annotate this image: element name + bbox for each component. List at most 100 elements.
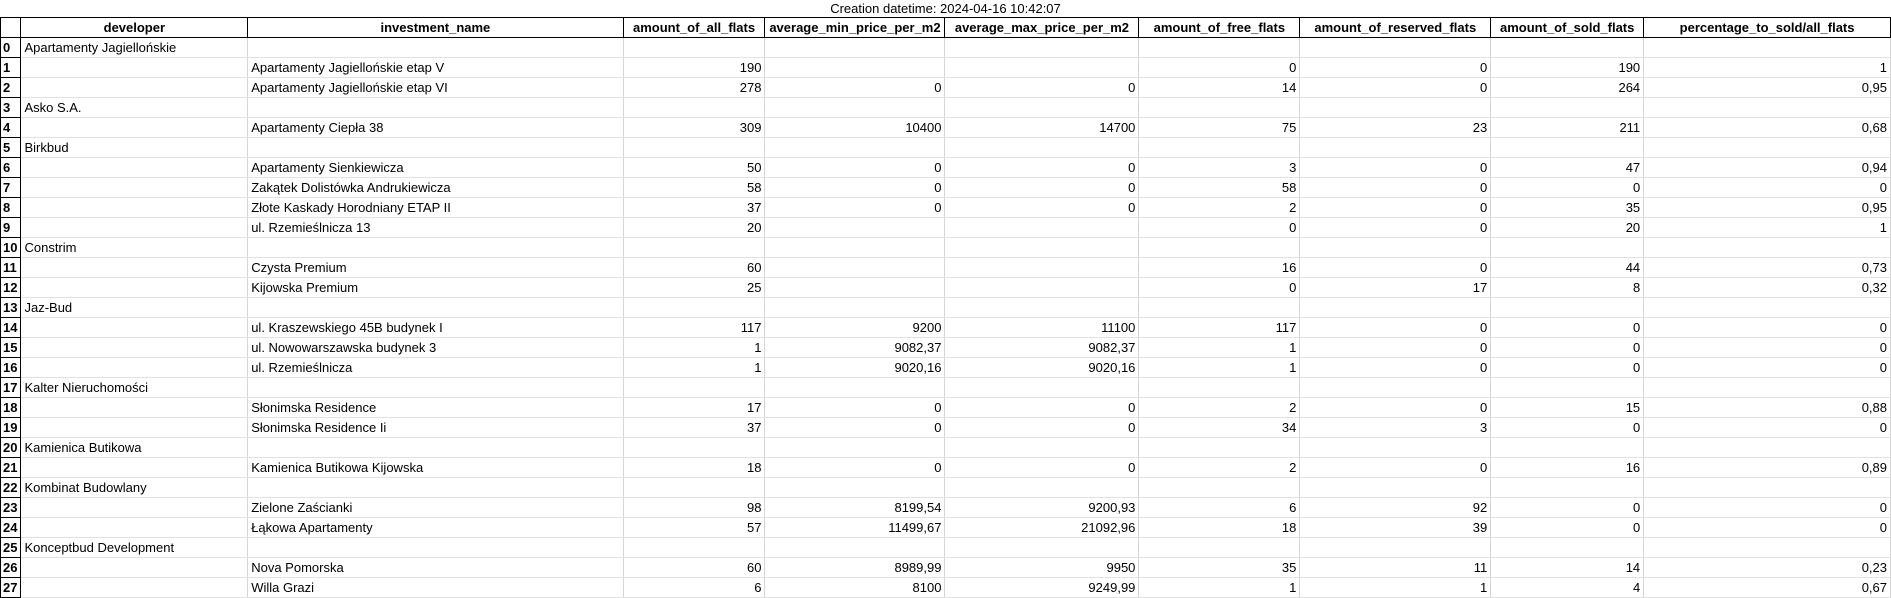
amount-reserved-flats-cell[interactable] — [1299, 377, 1492, 398]
investment-name-cell[interactable] — [247, 377, 624, 398]
avg-min-price-cell[interactable] — [764, 37, 946, 58]
percentage-sold-cell[interactable]: 0 — [1643, 517, 1891, 538]
developer-cell[interactable]: Kalter Nieruchomości — [20, 377, 249, 398]
percentage-sold-cell[interactable]: 0 — [1643, 417, 1891, 438]
row-index-cell[interactable]: 14 — [0, 317, 22, 338]
developer-cell[interactable] — [20, 217, 249, 238]
avg-min-price-cell[interactable]: 0 — [764, 77, 946, 98]
row-index-cell[interactable]: 24 — [0, 517, 22, 538]
row-index-cell[interactable]: 26 — [0, 557, 22, 578]
amount-free-flats-cell[interactable] — [1138, 137, 1301, 158]
avg-min-price-cell[interactable]: 11499,67 — [764, 517, 946, 538]
amount-free-flats-cell[interactable]: 6 — [1138, 497, 1301, 518]
investment-name-cell[interactable] — [247, 37, 624, 58]
avg-min-price-cell[interactable]: 9082,37 — [764, 337, 946, 358]
amount-sold-flats-cell[interactable]: 15 — [1490, 397, 1645, 418]
avg-max-price-cell[interactable] — [944, 257, 1140, 278]
amount-sold-flats-cell[interactable] — [1490, 237, 1645, 258]
avg-min-price-cell[interactable]: 10400 — [764, 117, 946, 138]
amount-all-flats-cell[interactable]: 60 — [622, 257, 766, 278]
amount-reserved-flats-cell[interactable]: 23 — [1299, 117, 1492, 138]
amount-sold-flats-cell[interactable] — [1490, 97, 1645, 118]
developer-cell[interactable]: Asko S.A. — [20, 97, 249, 118]
investment-name-cell[interactable]: Łąkowa Apartamenty — [247, 517, 624, 538]
avg-min-price-cell[interactable] — [764, 137, 946, 158]
investment-name-cell[interactable]: ul. Rzemieślnicza 13 — [247, 217, 624, 238]
avg-max-price-cell[interactable] — [944, 477, 1140, 498]
row-index-cell[interactable]: 25 — [0, 537, 22, 558]
amount-free-flats-cell[interactable]: 14 — [1138, 77, 1301, 98]
amount-reserved-flats-cell[interactable] — [1299, 237, 1492, 258]
avg-max-price-cell[interactable] — [944, 37, 1140, 58]
avg-min-price-cell[interactable] — [764, 477, 946, 498]
row-index-cell[interactable]: 23 — [0, 497, 22, 518]
amount-sold-flats-cell[interactable]: 0 — [1490, 517, 1645, 538]
amount-free-flats-cell[interactable] — [1138, 377, 1301, 398]
amount-reserved-flats-cell[interactable]: 39 — [1299, 517, 1492, 538]
amount-reserved-flats-cell[interactable]: 0 — [1299, 357, 1492, 378]
amount-all-flats-cell[interactable]: 278 — [622, 77, 766, 98]
developer-cell[interactable] — [20, 177, 249, 198]
amount-all-flats-cell[interactable]: 98 — [622, 497, 766, 518]
developer-cell[interactable] — [20, 517, 249, 538]
amount-reserved-flats-cell[interactable]: 0 — [1299, 337, 1492, 358]
amount-sold-flats-cell[interactable]: 35 — [1490, 197, 1645, 218]
amount-all-flats-cell[interactable]: 18 — [622, 457, 766, 478]
amount-sold-flats-cell[interactable]: 0 — [1490, 357, 1645, 378]
amount-sold-flats-cell[interactable] — [1490, 477, 1645, 498]
row-index-cell[interactable]: 21 — [0, 457, 22, 478]
amount-reserved-flats-cell[interactable] — [1299, 297, 1492, 318]
percentage-sold-cell[interactable]: 0,68 — [1643, 117, 1891, 138]
investment-name-cell[interactable]: ul. Kraszewskiego 45B budynek I — [247, 317, 624, 338]
row-index-cell[interactable]: 22 — [0, 477, 22, 498]
amount-reserved-flats-cell[interactable]: 0 — [1299, 177, 1492, 198]
investment-name-cell[interactable] — [247, 477, 624, 498]
investment-name-cell[interactable]: ul. Rzemieślnicza — [247, 357, 624, 378]
developer-cell[interactable]: Kamienica Butikowa — [20, 437, 249, 458]
developer-cell[interactable] — [20, 197, 249, 218]
row-index-cell[interactable]: 7 — [0, 177, 22, 198]
amount-free-flats-cell[interactable] — [1138, 437, 1301, 458]
investment-name-cell[interactable]: Apartamenty Ciepła 38 — [247, 117, 624, 138]
amount-free-flats-cell[interactable]: 18 — [1138, 517, 1301, 538]
amount-free-flats-cell[interactable]: 35 — [1138, 557, 1301, 578]
percentage-sold-cell[interactable]: 0,67 — [1643, 577, 1891, 598]
amount-all-flats-cell[interactable] — [622, 477, 766, 498]
row-index-cell[interactable]: 5 — [0, 137, 22, 158]
amount-all-flats-cell[interactable]: 117 — [622, 317, 766, 338]
row-index-cell[interactable]: 6 — [0, 157, 22, 178]
percentage-sold-cell[interactable] — [1643, 537, 1891, 558]
avg-max-price-cell[interactable] — [944, 437, 1140, 458]
avg-max-price-cell[interactable]: 9200,93 — [944, 497, 1140, 518]
amount-free-flats-cell[interactable] — [1138, 237, 1301, 258]
developer-cell[interactable] — [20, 77, 249, 98]
investment-name-cell[interactable]: ul. Nowowarszawska budynek 3 — [247, 337, 624, 358]
amount-reserved-flats-cell[interactable]: 0 — [1299, 57, 1492, 78]
amount-sold-flats-cell[interactable]: 0 — [1490, 497, 1645, 518]
amount-all-flats-cell[interactable]: 25 — [622, 277, 766, 298]
row-index-cell[interactable]: 1 — [0, 57, 22, 78]
developer-cell[interactable] — [20, 497, 249, 518]
row-index-cell[interactable]: 20 — [0, 437, 22, 458]
amount-free-flats-cell[interactable]: 1 — [1138, 337, 1301, 358]
avg-max-price-cell[interactable]: 0 — [944, 417, 1140, 438]
column-header[interactable]: amount_of_all_flats — [622, 17, 766, 38]
developer-cell[interactable] — [20, 337, 249, 358]
investment-name-cell[interactable] — [247, 437, 624, 458]
amount-all-flats-cell[interactable]: 37 — [622, 197, 766, 218]
avg-max-price-cell[interactable]: 0 — [944, 177, 1140, 198]
column-header[interactable]: developer — [20, 17, 249, 38]
amount-free-flats-cell[interactable] — [1138, 297, 1301, 318]
percentage-sold-cell[interactable]: 1 — [1643, 57, 1891, 78]
amount-all-flats-cell[interactable] — [622, 437, 766, 458]
amount-free-flats-cell[interactable]: 0 — [1138, 57, 1301, 78]
amount-reserved-flats-cell[interactable]: 11 — [1299, 557, 1492, 578]
amount-sold-flats-cell[interactable]: 4 — [1490, 577, 1645, 598]
investment-name-cell[interactable]: Słonimska Residence Ii — [247, 417, 624, 438]
row-index-cell[interactable]: 18 — [0, 397, 22, 418]
row-index-cell[interactable]: 11 — [0, 257, 22, 278]
amount-sold-flats-cell[interactable] — [1490, 437, 1645, 458]
amount-reserved-flats-cell[interactable] — [1299, 137, 1492, 158]
percentage-sold-cell[interactable] — [1643, 297, 1891, 318]
amount-reserved-flats-cell[interactable] — [1299, 437, 1492, 458]
